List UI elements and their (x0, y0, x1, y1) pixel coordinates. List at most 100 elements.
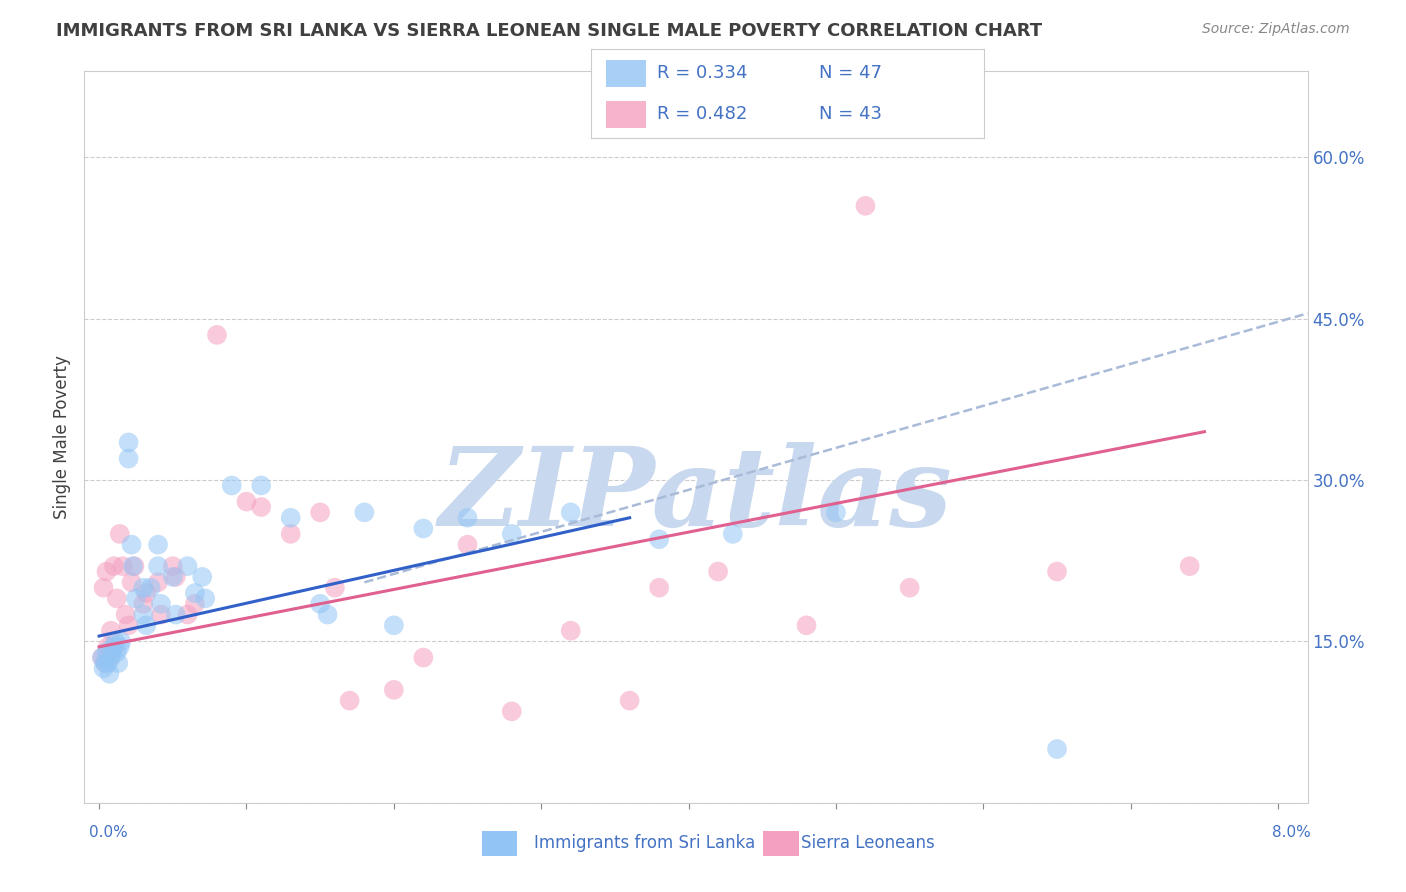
Text: ZIPatlas: ZIPatlas (439, 442, 953, 549)
Point (648, 533, 671, 547)
Point (132, 581, 155, 595)
Point (162, 559, 184, 574)
Point (898, 581, 921, 595)
Point (412, 521, 434, 535)
Point (221, 478, 243, 492)
Text: Sierra Leoneans: Sierra Leoneans (801, 834, 935, 852)
Text: Source: ZipAtlas.com: Source: ZipAtlas.com (1202, 22, 1350, 37)
Point (110, 634, 132, 648)
Y-axis label: Single Male Poverty: Single Male Poverty (53, 355, 72, 519)
Point (132, 597, 155, 611)
Point (825, 505, 848, 519)
Point (132, 607, 155, 622)
Point (93, 661, 115, 675)
Point (382, 618, 405, 632)
Point (560, 624, 582, 638)
FancyBboxPatch shape (606, 60, 645, 87)
Point (124, 559, 146, 574)
FancyBboxPatch shape (606, 101, 645, 128)
Point (191, 570, 214, 584)
Point (146, 538, 169, 552)
Text: N = 47: N = 47 (818, 64, 882, 82)
Point (457, 538, 479, 552)
Point (125, 591, 148, 606)
Point (103, 640, 125, 654)
Point (135, 618, 157, 632)
Point (97, 640, 120, 654)
Point (100, 624, 122, 638)
Point (412, 650, 434, 665)
Point (250, 500, 273, 514)
Text: 0.0%: 0.0% (89, 825, 128, 840)
Point (97, 656, 120, 670)
Point (1046, 565, 1069, 579)
Point (648, 581, 671, 595)
Point (91, 650, 114, 665)
Point (146, 575, 169, 590)
Point (103, 559, 125, 574)
Text: Immigrants from Sri Lanka: Immigrants from Sri Lanka (534, 834, 755, 852)
Point (501, 705, 523, 719)
Point (205, 327, 228, 342)
Point (176, 607, 198, 622)
Point (146, 559, 169, 574)
Point (121, 538, 143, 552)
Point (323, 581, 346, 595)
Point (94, 656, 117, 670)
Point (457, 510, 479, 524)
Point (105, 645, 128, 659)
Point (619, 693, 641, 707)
Text: IMMIGRANTS FROM SRI LANKA VS SIERRA LEONEAN SINGLE MALE POVERTY CORRELATION CHAR: IMMIGRANTS FROM SRI LANKA VS SIERRA LEON… (56, 22, 1042, 40)
Point (135, 586, 157, 600)
Point (309, 505, 332, 519)
Point (501, 527, 523, 541)
Point (162, 570, 184, 584)
Text: N = 43: N = 43 (818, 105, 882, 123)
Point (165, 607, 187, 622)
Point (117, 435, 139, 450)
Point (382, 682, 405, 697)
Point (111, 559, 134, 574)
Point (150, 597, 173, 611)
Point (121, 575, 143, 590)
Point (339, 693, 361, 707)
Point (165, 570, 187, 584)
Point (721, 527, 744, 541)
Point (105, 591, 128, 606)
Point (107, 656, 129, 670)
Point (108, 640, 131, 654)
Point (104, 634, 127, 648)
Point (96, 645, 118, 659)
Point (184, 597, 207, 611)
Point (560, 505, 582, 519)
Point (707, 565, 730, 579)
Point (139, 581, 162, 595)
Point (309, 597, 332, 611)
Point (114, 607, 136, 622)
Point (176, 559, 198, 574)
Point (122, 559, 145, 574)
Point (796, 618, 818, 632)
Point (855, 199, 877, 213)
Point (100, 650, 122, 665)
Text: R = 0.334: R = 0.334 (658, 64, 748, 82)
Point (280, 510, 302, 524)
Text: R = 0.482: R = 0.482 (658, 105, 748, 123)
Point (108, 527, 131, 541)
Point (280, 527, 302, 541)
Point (96, 565, 118, 579)
Point (117, 451, 139, 466)
Point (184, 586, 207, 600)
Point (93, 581, 115, 595)
Point (235, 494, 257, 508)
Point (98, 666, 121, 681)
Point (1046, 742, 1069, 756)
Point (91, 650, 114, 665)
Point (194, 591, 217, 606)
Point (98, 650, 121, 665)
Point (316, 607, 339, 622)
Point (150, 607, 173, 622)
Point (94, 656, 117, 670)
Text: 8.0%: 8.0% (1271, 825, 1310, 840)
Point (117, 618, 139, 632)
